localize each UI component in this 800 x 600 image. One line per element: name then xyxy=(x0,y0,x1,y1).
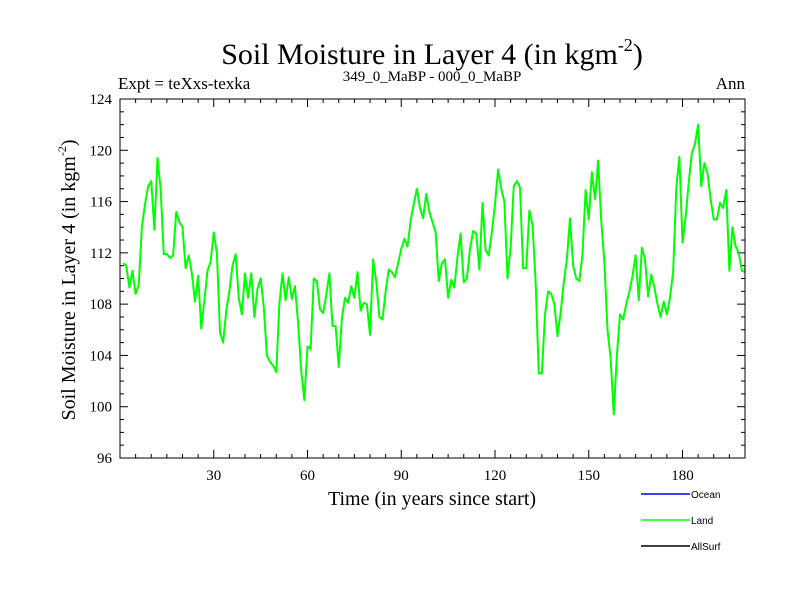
x-tick-label: 150 xyxy=(578,468,601,484)
y-tick-label: 108 xyxy=(90,297,113,313)
legend: Ocean Land AllSurf xyxy=(641,490,721,553)
y-tick-label: 124 xyxy=(90,92,113,108)
x-axis-label: Time (in years since start) xyxy=(328,488,536,510)
legend-label-allsurf: AllSurf xyxy=(691,542,721,553)
y-tick-label: 112 xyxy=(90,246,112,262)
series-line-land xyxy=(122,123,745,416)
y-tick-label: 120 xyxy=(90,143,113,159)
y-tick-label: 116 xyxy=(90,195,112,211)
plot-area: 96 100 104 108 112 116 120 124 30 60 90 120 150 180 xyxy=(90,92,746,484)
y-tick-label: 100 xyxy=(90,400,113,416)
legend-label-land: Land xyxy=(691,516,713,527)
plot-frame xyxy=(119,98,746,459)
chart-subtitle-left: Expt = teXxs-texka xyxy=(118,74,251,93)
y-axis-label: Soil Moisture in Layer 4 (in kgm-2) xyxy=(55,139,80,420)
chart-title-superscript: -2 xyxy=(618,35,633,55)
y-tick-label: 96 xyxy=(97,451,113,467)
y-tick-label: 104 xyxy=(90,348,113,364)
chart-subtitle-center: 349_0_MaBP - 000_0_MaBP xyxy=(343,69,522,85)
chart-subtitle-right: Ann xyxy=(716,74,746,93)
x-tick-label: 30 xyxy=(206,468,221,484)
y-axis-label-superscript: -2 xyxy=(55,146,69,156)
chart-title: Soil Moisture in Layer 4 (in kgm-2) xyxy=(221,35,643,71)
legend-label-ocean: Ocean xyxy=(691,490,720,501)
x-tick-label: 120 xyxy=(484,468,507,484)
x-tick-label: 60 xyxy=(300,468,315,484)
x-tick-label: 90 xyxy=(394,468,409,484)
x-tick-label: 180 xyxy=(671,468,694,484)
